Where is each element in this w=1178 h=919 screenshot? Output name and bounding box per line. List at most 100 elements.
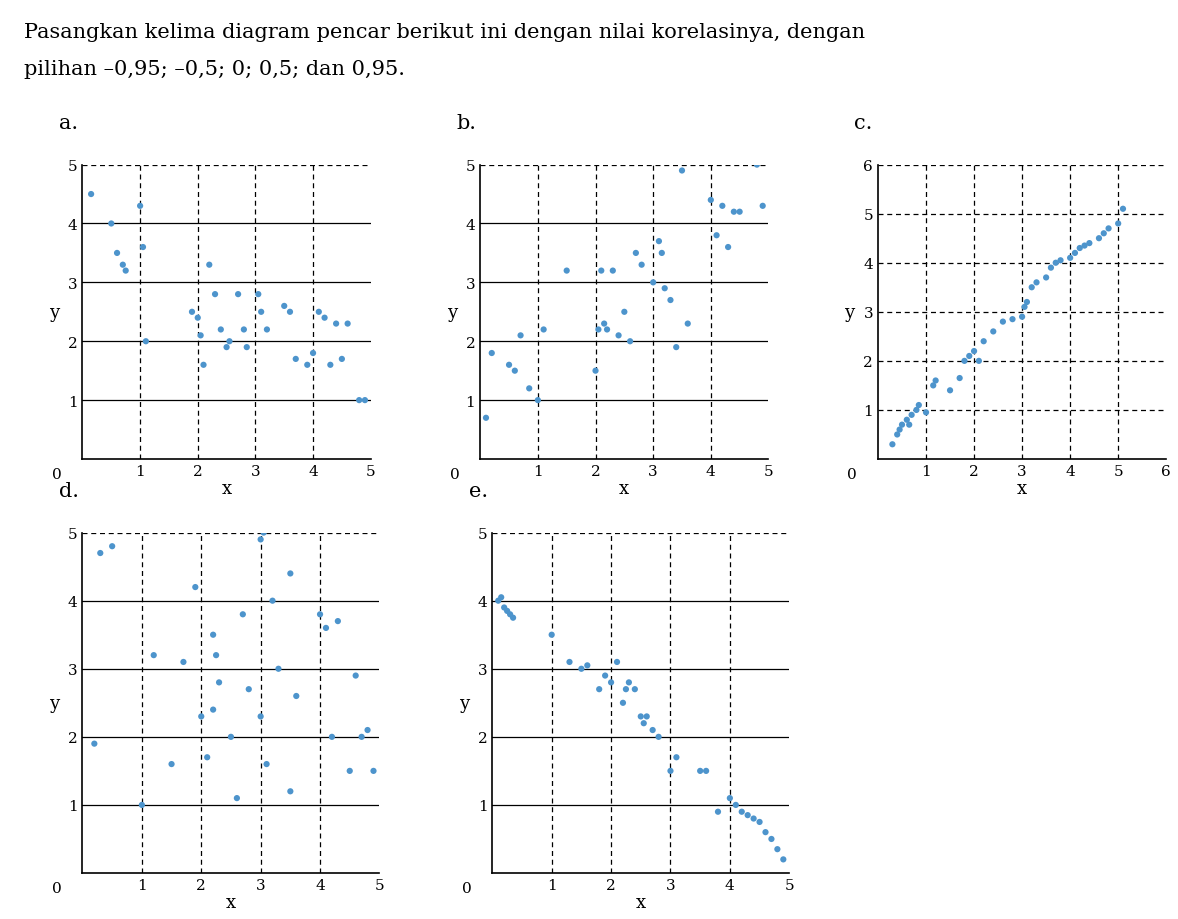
Point <box>661 293 680 308</box>
Point <box>893 418 912 433</box>
Point <box>974 335 993 349</box>
Point <box>608 655 627 670</box>
Point <box>298 358 317 373</box>
Point <box>774 852 793 867</box>
Point <box>907 403 926 418</box>
Point <box>1023 280 1041 295</box>
Point <box>643 276 662 290</box>
Point <box>274 300 293 314</box>
Point <box>637 709 656 724</box>
Point <box>304 346 323 361</box>
Point <box>1113 202 1132 217</box>
Point <box>501 607 519 622</box>
Point <box>587 364 605 379</box>
Y-axis label: y: y <box>845 303 854 322</box>
Text: c.: c. <box>854 114 873 133</box>
Point <box>1094 227 1113 242</box>
Point <box>174 655 193 670</box>
Point <box>358 723 377 738</box>
Point <box>316 311 335 325</box>
Point <box>649 234 668 249</box>
Point <box>529 393 548 408</box>
Point <box>229 288 247 302</box>
Point <box>101 217 120 232</box>
Point <box>1004 312 1023 327</box>
Point <box>191 329 210 344</box>
Point <box>499 358 518 373</box>
Point <box>1018 295 1037 310</box>
Text: b.: b. <box>457 114 477 133</box>
Point <box>217 340 236 355</box>
Point <box>1099 221 1118 236</box>
Point <box>649 730 668 744</box>
Text: 0: 0 <box>462 881 471 895</box>
Point <box>210 675 229 690</box>
Point <box>356 393 375 408</box>
Point <box>1046 256 1065 271</box>
Y-axis label: y: y <box>458 694 469 712</box>
Point <box>589 323 608 337</box>
Point <box>320 358 339 373</box>
Point <box>1071 242 1090 256</box>
Point <box>557 264 576 278</box>
Point <box>489 594 508 608</box>
Point <box>609 329 628 344</box>
Point <box>234 323 253 337</box>
Point <box>744 811 763 826</box>
Point <box>591 264 610 278</box>
Point <box>590 682 609 697</box>
Point <box>287 689 306 704</box>
Point <box>909 398 928 413</box>
Point <box>206 288 225 302</box>
Point <box>263 594 282 608</box>
Point <box>280 784 299 799</box>
Point <box>323 730 342 744</box>
Point <box>364 764 383 778</box>
Point <box>633 258 651 273</box>
Point <box>621 335 640 349</box>
Point <box>634 716 653 731</box>
Point <box>198 750 217 765</box>
Point <box>733 804 752 819</box>
Point <box>137 335 155 349</box>
Point <box>220 335 239 349</box>
Point <box>91 546 110 561</box>
Point <box>708 804 727 819</box>
Point <box>204 628 223 642</box>
X-axis label: x: x <box>636 893 646 912</box>
Point <box>188 311 207 325</box>
Y-axis label: y: y <box>49 303 59 322</box>
Point <box>145 648 164 663</box>
Point <box>900 418 919 433</box>
Point <box>626 682 644 697</box>
Point <box>1108 217 1127 232</box>
Point <box>560 655 578 670</box>
Point <box>888 427 907 442</box>
Y-axis label: y: y <box>49 694 59 712</box>
Point <box>542 628 561 642</box>
Point <box>724 205 743 220</box>
X-axis label: x: x <box>1017 480 1027 498</box>
Point <box>984 324 1002 339</box>
Point <box>1027 276 1046 290</box>
Point <box>631 709 650 724</box>
Point <box>673 164 691 178</box>
Point <box>85 736 104 751</box>
Point <box>280 305 299 320</box>
Point <box>227 791 246 806</box>
Point <box>477 411 496 425</box>
Point <box>491 590 510 605</box>
Point <box>926 374 945 389</box>
Point <box>951 371 969 386</box>
X-axis label: x: x <box>226 893 236 912</box>
Point <box>739 808 757 823</box>
Point <box>721 791 740 806</box>
Point <box>221 730 240 744</box>
Point <box>211 323 230 337</box>
Point <box>578 658 597 673</box>
Point <box>519 381 538 396</box>
Point <box>653 246 671 261</box>
Point <box>511 329 530 344</box>
Point <box>768 842 787 857</box>
Point <box>233 607 252 622</box>
